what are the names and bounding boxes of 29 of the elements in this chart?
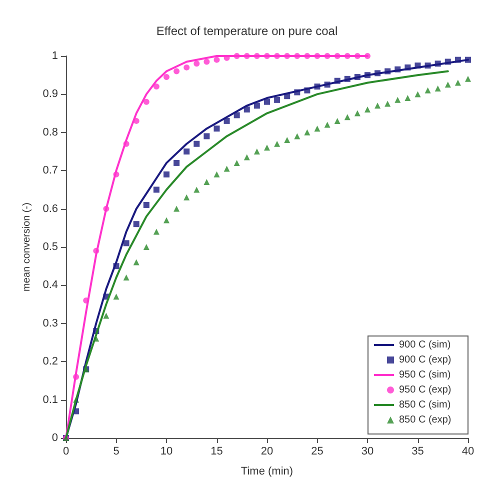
- x-tick-label: 5: [113, 446, 120, 458]
- x-axis-title: Time (min): [240, 466, 294, 478]
- chart-title: Effect of temperature on pure coal: [156, 24, 338, 38]
- x-tick-label: 25: [311, 446, 324, 458]
- y-tick-label: 0.1: [42, 394, 58, 406]
- y-tick-label: 0.6: [42, 202, 58, 215]
- x-tick-label: 20: [260, 446, 274, 458]
- y-tick-label: 0.2: [42, 356, 58, 368]
- legend-label: 900 C (exp): [399, 354, 452, 366]
- y-tick-label: 0.5: [42, 241, 58, 253]
- x-tick-label: 10: [160, 446, 173, 458]
- x-tick-label: 15: [210, 446, 223, 458]
- x-tick-label: 0: [62, 446, 70, 458]
- legend-label: 850 C (sim): [399, 400, 451, 410]
- y-tick-label: 0.9: [42, 88, 58, 100]
- y-tick-label: 0: [52, 432, 58, 444]
- legend-label: 950 C (sim): [399, 370, 451, 380]
- y-tick-label: 0.8: [42, 126, 58, 138]
- legend-label: 900 C (sim): [399, 340, 451, 350]
- y-tick-label: 0.4: [42, 279, 58, 292]
- x-tick-label: 30: [361, 446, 374, 458]
- y-tick-label: 1: [52, 50, 58, 62]
- x-tick-label: 40: [462, 446, 474, 458]
- y-axis-title: mean conversion (-): [21, 202, 32, 292]
- legend-label: 850 C (exp): [399, 414, 452, 426]
- y-tick-label: 0.3: [42, 317, 58, 330]
- legend-label: 950 C (exp): [399, 384, 452, 396]
- y-tick-label: 0.7: [42, 164, 58, 177]
- x-tick-label: 35: [412, 446, 424, 458]
